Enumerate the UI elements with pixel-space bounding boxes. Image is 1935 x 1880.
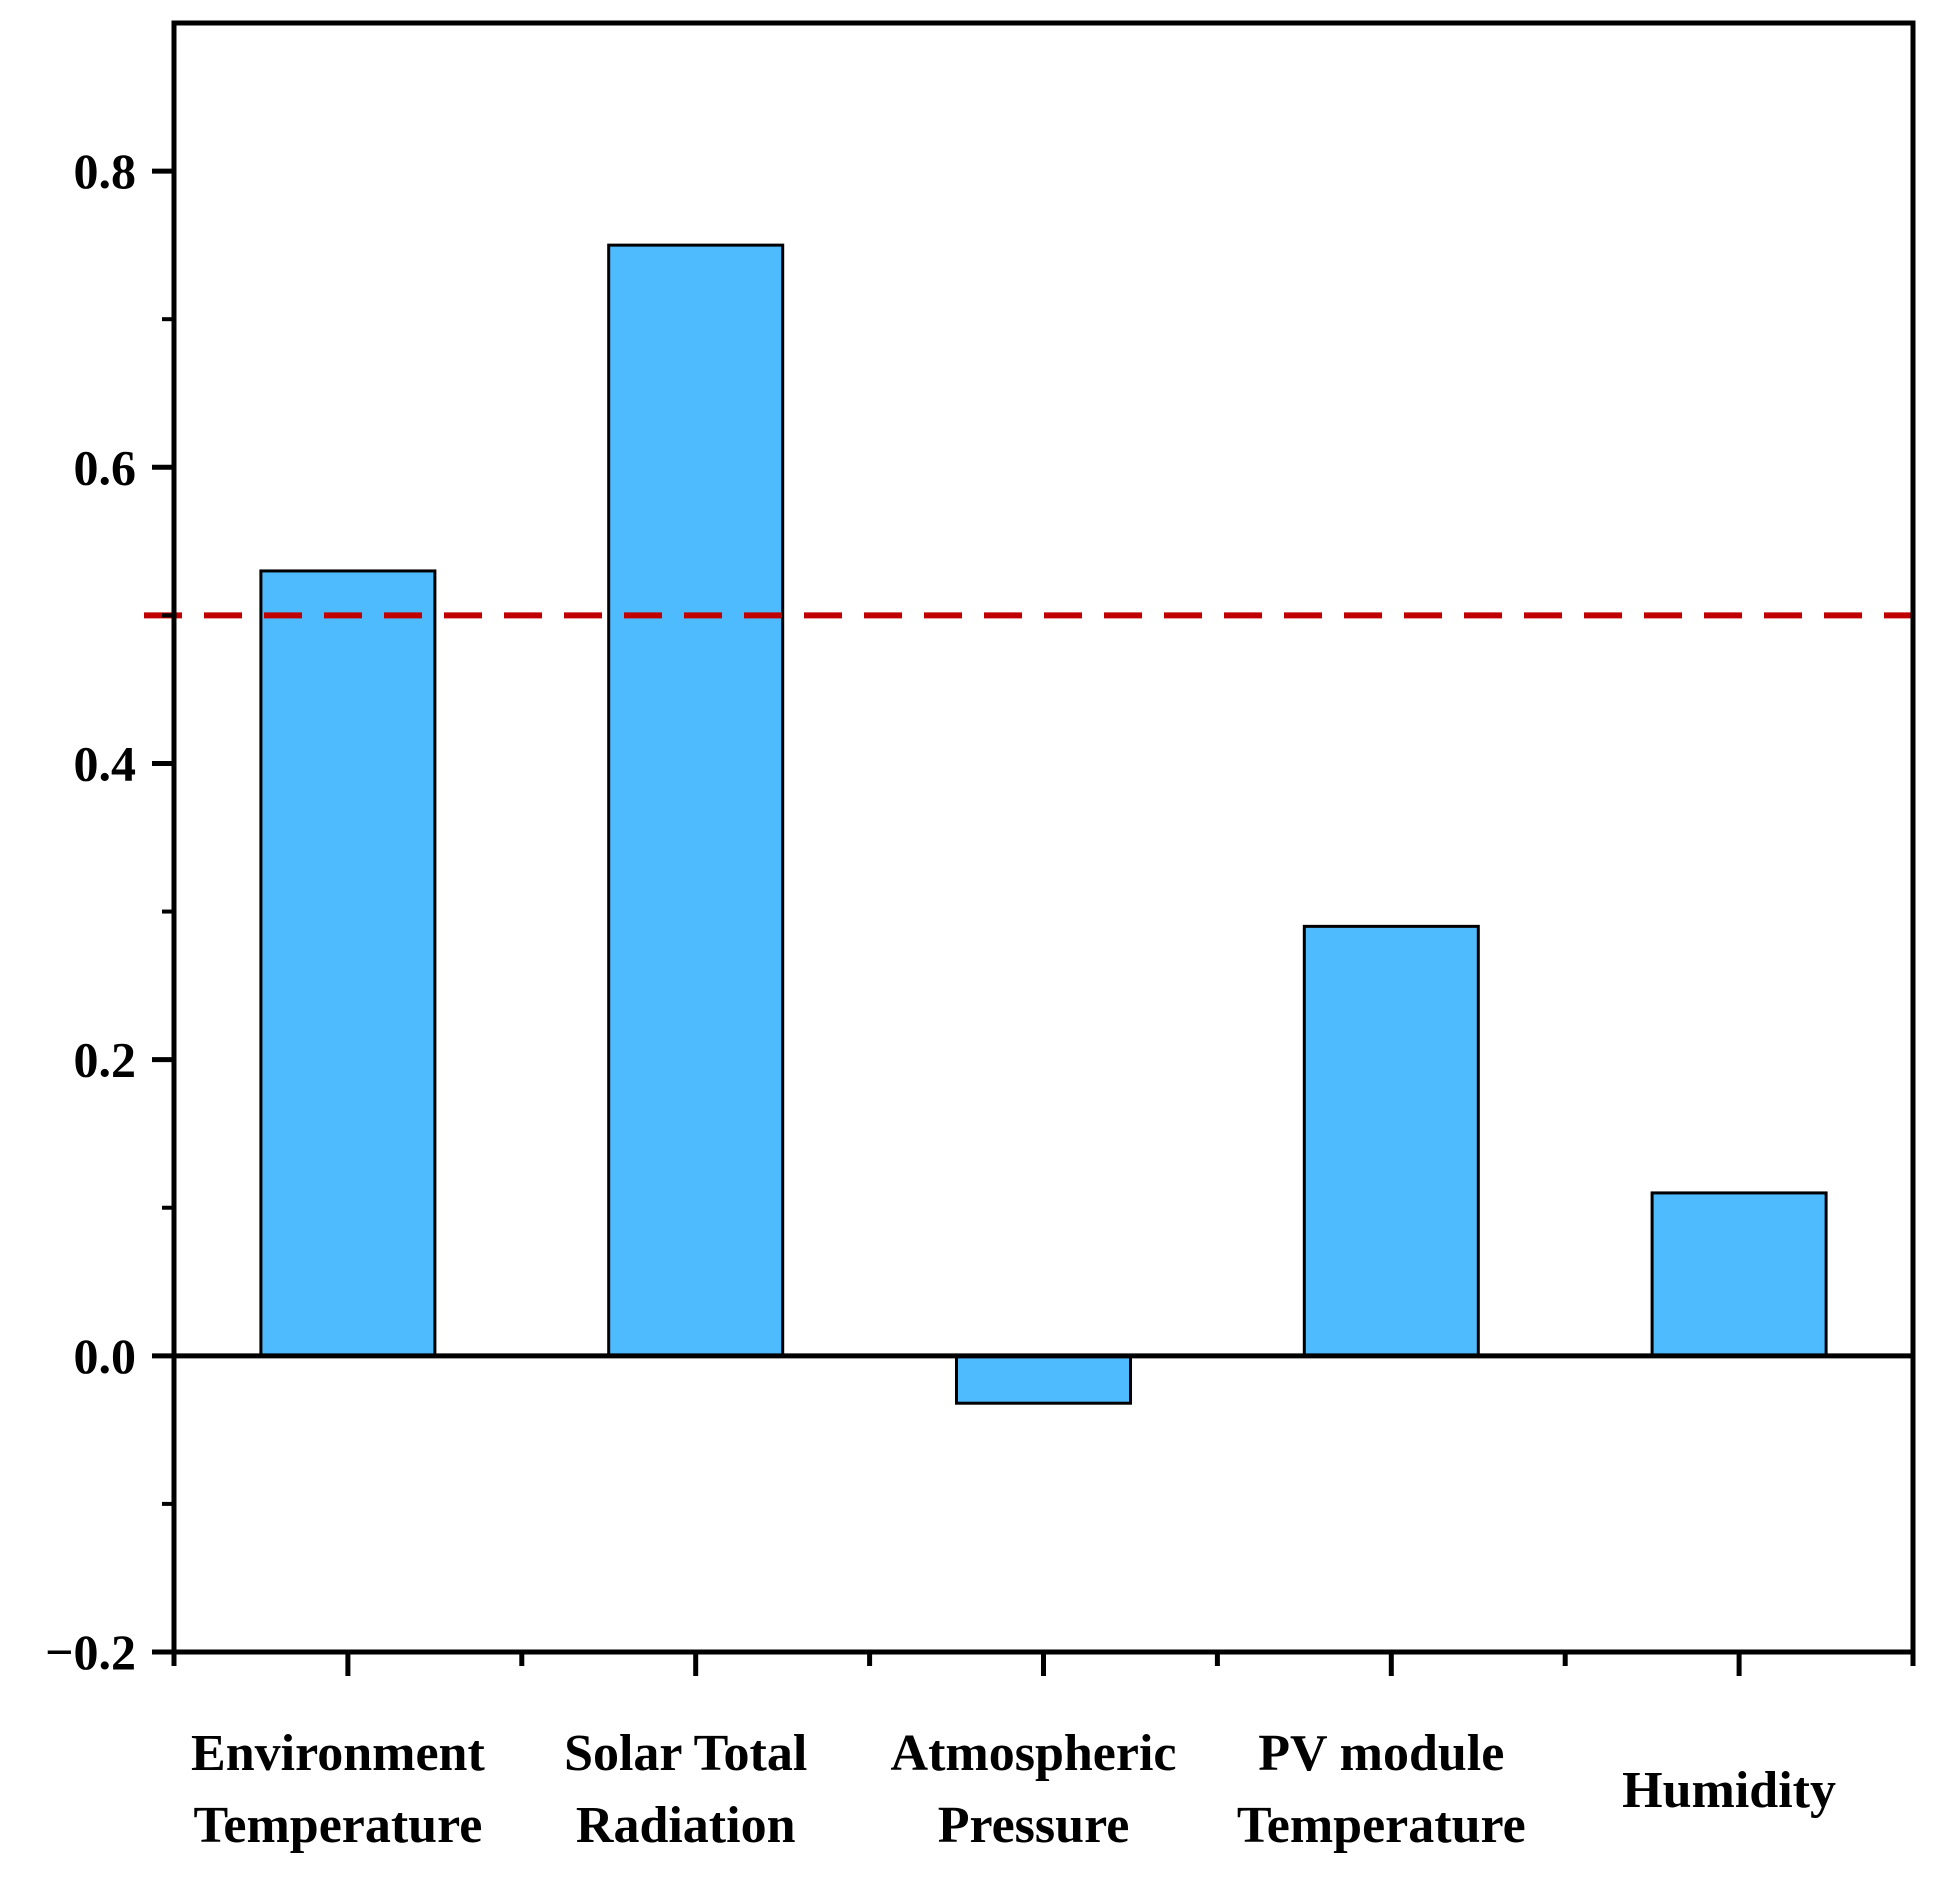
bar-0 <box>259 569 437 1358</box>
x-category-label-0-0: Environment <box>191 1725 485 1782</box>
bar-2 <box>955 1354 1132 1405</box>
y-tick-label-1: 0.0 <box>74 1328 137 1384</box>
x-category-label-1-0: Solar Total <box>564 1725 807 1782</box>
bars-group <box>259 243 1828 1405</box>
x-axis: Environment Temperature Solar Total Radiati… <box>171 1652 1916 1854</box>
x-category-label-3-1: Temperature <box>1237 1797 1526 1854</box>
x-category-label-4-0: Humidity <box>1622 1762 1836 1819</box>
y-tick-label-0: −0.2 <box>45 1624 136 1680</box>
bar-1 <box>607 243 785 1358</box>
bar-4 <box>1650 1191 1828 1358</box>
y-tick-label-3: 0.4 <box>74 735 137 791</box>
x-category-label-2-1: Pressure <box>938 1797 1130 1854</box>
y-tick-label-2: 0.2 <box>74 1032 137 1088</box>
x-category-label-0-1: Temperature <box>193 1797 482 1854</box>
x-category-label-2-0: Atmospheric <box>891 1725 1177 1782</box>
bar-3 <box>1302 924 1480 1358</box>
y-tick-label-4: 0.6 <box>74 439 137 495</box>
y-tick-label-5: 0.8 <box>74 143 137 199</box>
x-category-label-1-1: Radiation <box>576 1797 796 1854</box>
y-axis: −0.2 0.0 0.2 0.4 0.6 0.8 <box>45 143 174 1680</box>
x-category-label-3-0: PV module <box>1258 1725 1504 1782</box>
